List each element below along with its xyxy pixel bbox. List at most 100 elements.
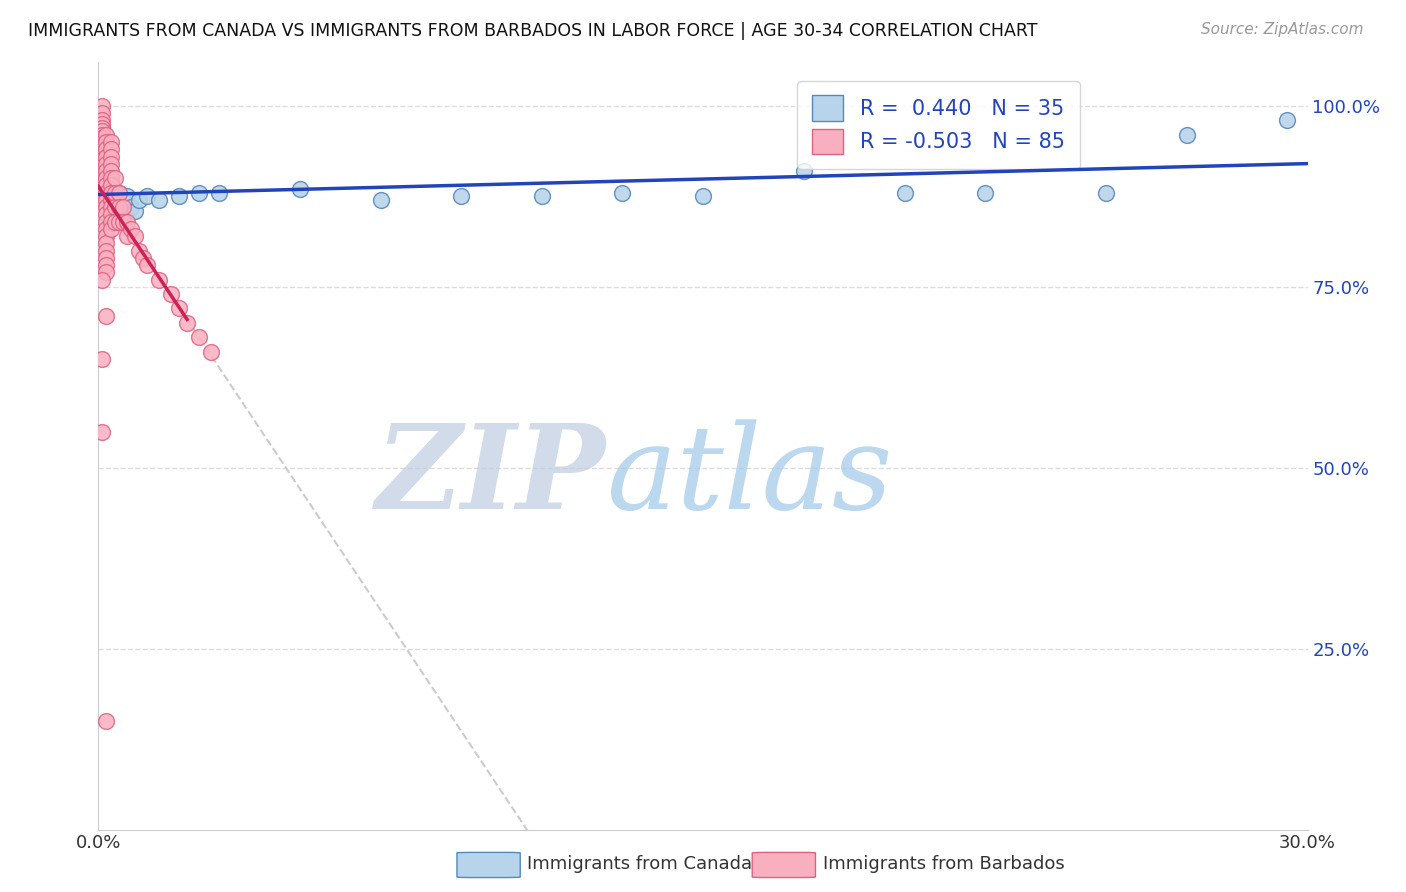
- Point: [692, 189, 714, 203]
- Point: [208, 186, 231, 200]
- Point: [91, 182, 114, 196]
- Point: [91, 124, 114, 138]
- Text: IMMIGRANTS FROM CANADA VS IMMIGRANTS FROM BARBADOS IN LABOR FORCE | AGE 30-34 CO: IMMIGRANTS FROM CANADA VS IMMIGRANTS FRO…: [28, 22, 1038, 40]
- Point: [100, 193, 122, 207]
- Point: [1175, 128, 1198, 142]
- Point: [612, 186, 634, 200]
- Point: [91, 164, 114, 178]
- Point: [103, 171, 125, 186]
- Point: [100, 186, 122, 200]
- Point: [103, 196, 125, 211]
- Point: [96, 157, 118, 171]
- Point: [974, 186, 997, 200]
- Point: [96, 229, 118, 244]
- Point: [370, 193, 392, 207]
- Point: [100, 157, 122, 171]
- Point: [128, 193, 150, 207]
- Point: [91, 153, 114, 168]
- Point: [1277, 113, 1299, 128]
- Point: [96, 207, 118, 221]
- Point: [96, 186, 118, 200]
- Point: [91, 128, 114, 142]
- Point: [107, 214, 129, 228]
- Point: [91, 272, 114, 286]
- Text: Immigrants from Canada: Immigrants from Canada: [527, 855, 752, 873]
- Point: [96, 214, 118, 228]
- Point: [103, 214, 125, 228]
- Point: [128, 244, 150, 258]
- Point: [96, 244, 118, 258]
- Point: [91, 352, 114, 367]
- Point: [96, 200, 118, 214]
- Point: [115, 214, 138, 228]
- Text: atlas: atlas: [606, 419, 893, 534]
- Point: [167, 301, 190, 316]
- Point: [100, 175, 122, 189]
- Point: [91, 161, 114, 175]
- Point: [100, 214, 122, 228]
- Legend: R =  0.440   N = 35, R = -0.503   N = 85: R = 0.440 N = 35, R = -0.503 N = 85: [797, 80, 1080, 169]
- Point: [100, 200, 122, 214]
- Point: [91, 120, 114, 135]
- Point: [96, 128, 118, 142]
- Text: ZIP: ZIP: [377, 419, 606, 534]
- Point: [111, 200, 134, 214]
- Point: [107, 186, 129, 200]
- Text: Immigrants from Barbados: Immigrants from Barbados: [823, 855, 1064, 873]
- Point: [91, 157, 114, 171]
- Point: [100, 207, 122, 221]
- Point: [100, 222, 122, 236]
- Point: [107, 200, 129, 214]
- Point: [188, 186, 211, 200]
- Point: [91, 131, 114, 145]
- Point: [96, 309, 118, 323]
- Point: [91, 193, 114, 207]
- FancyBboxPatch shape: [457, 853, 520, 878]
- Point: [91, 425, 114, 439]
- Point: [96, 135, 118, 149]
- Point: [96, 149, 118, 163]
- Point: [96, 171, 118, 186]
- Point: [103, 186, 125, 200]
- Point: [100, 149, 122, 163]
- Point: [91, 138, 114, 153]
- Point: [91, 149, 114, 163]
- Point: [530, 189, 553, 203]
- Point: [96, 164, 118, 178]
- Point: [124, 229, 146, 244]
- Point: [91, 178, 114, 193]
- Point: [115, 189, 138, 203]
- Point: [793, 164, 815, 178]
- Point: [893, 186, 915, 200]
- Point: [100, 186, 122, 200]
- Point: [176, 316, 198, 330]
- Point: [100, 178, 122, 193]
- Point: [111, 207, 134, 221]
- Point: [96, 251, 118, 265]
- Point: [91, 175, 114, 189]
- Point: [124, 203, 146, 218]
- Point: [148, 272, 170, 286]
- Point: [132, 251, 155, 265]
- Point: [167, 189, 190, 203]
- Point: [91, 145, 114, 160]
- Point: [91, 189, 114, 203]
- Point: [96, 186, 118, 200]
- Point: [135, 189, 157, 203]
- Point: [288, 182, 311, 196]
- Point: [100, 171, 122, 186]
- FancyBboxPatch shape: [752, 853, 815, 878]
- Point: [107, 200, 129, 214]
- Point: [100, 142, 122, 156]
- Point: [188, 330, 211, 344]
- Point: [100, 164, 122, 178]
- Point: [96, 222, 118, 236]
- Point: [200, 345, 222, 359]
- Point: [107, 186, 129, 200]
- Point: [96, 714, 118, 728]
- Point: [96, 178, 118, 193]
- Point: [91, 186, 114, 200]
- Point: [91, 117, 114, 131]
- Point: [111, 193, 134, 207]
- Point: [91, 168, 114, 182]
